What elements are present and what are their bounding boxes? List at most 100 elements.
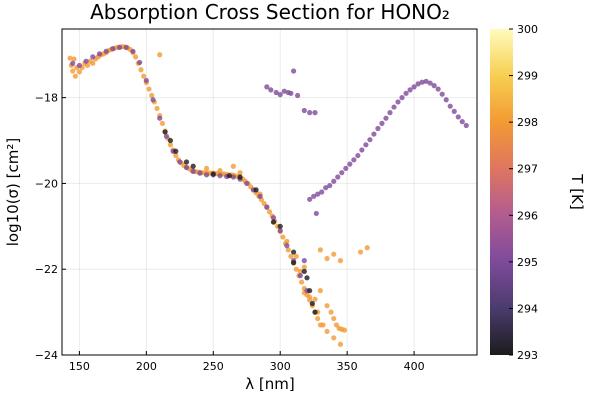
data-point: [76, 69, 83, 75]
plot-frame: [61, 28, 478, 356]
data-point: [331, 315, 337, 322]
data-point: [173, 152, 179, 159]
colorbar-tick-label: 294: [517, 302, 538, 315]
data-point: [230, 163, 236, 169]
data-point: [284, 238, 290, 244]
data-point: [72, 73, 78, 79]
data-point: [284, 243, 290, 249]
colorbar-tick-label: 299: [517, 70, 538, 83]
data-point: [459, 119, 465, 125]
data-point: [331, 178, 337, 184]
data-point: [304, 275, 310, 281]
colorbar-tick-label: 295: [517, 256, 538, 269]
data-point: [141, 73, 147, 79]
x-tick-label: 300: [270, 360, 291, 373]
data-point: [288, 253, 294, 259]
data-point: [266, 209, 273, 215]
data-point: [364, 245, 370, 251]
data-point: [337, 258, 344, 264]
data-point: [328, 309, 334, 315]
data-point: [177, 159, 183, 165]
data-point: [203, 165, 210, 172]
data-point: [399, 95, 405, 101]
data-point: [347, 161, 353, 167]
data-point: [331, 251, 337, 257]
data-point: [285, 247, 291, 253]
colorbar-tick-label: 300: [517, 23, 538, 36]
x-axis: 150 200 250 300 350 400: [69, 351, 425, 373]
data-point: [375, 125, 381, 132]
data-point: [253, 187, 259, 193]
data-point: [407, 87, 413, 93]
data-point: [311, 193, 317, 199]
data-point: [335, 174, 341, 180]
data-point: [307, 288, 313, 294]
data-point: [301, 107, 307, 114]
data-point: [280, 234, 286, 240]
data-point: [383, 115, 389, 121]
x-tick-label: 200: [136, 360, 157, 373]
data-point: [217, 167, 223, 174]
data-point: [315, 191, 321, 197]
data-point: [299, 279, 305, 285]
data-point: [290, 260, 297, 266]
data-point: [146, 86, 152, 92]
data-point: [70, 60, 76, 66]
x-tick-label: 400: [404, 360, 425, 373]
colorbar-tick-label: 298: [517, 116, 538, 129]
data-point: [277, 223, 283, 229]
data-point: [451, 108, 457, 114]
data-point: [439, 91, 445, 97]
data-point: [301, 258, 307, 264]
data-point: [339, 170, 345, 176]
data-point: [257, 193, 263, 199]
data-point: [264, 84, 270, 90]
data-point: [230, 174, 236, 180]
y-tick-label: −24: [35, 349, 58, 362]
data-point: [315, 315, 321, 322]
data-point: [190, 163, 196, 169]
data-point: [244, 180, 250, 187]
x-axis-label: λ [nm]: [245, 375, 294, 393]
data-point: [309, 300, 315, 307]
data-point: [203, 172, 210, 178]
colorbar-tick-label: 297: [517, 163, 538, 176]
y-tick-label: −20: [35, 177, 58, 190]
data-point: [76, 62, 83, 69]
data-point: [395, 99, 401, 105]
data-point: [154, 105, 160, 111]
data-point: [217, 173, 223, 179]
data-point: [423, 78, 429, 84]
data-point: [455, 114, 461, 120]
data-point: [90, 60, 96, 66]
data-point: [331, 335, 337, 341]
data-point: [443, 97, 449, 103]
colorbar-tick-label: 296: [517, 209, 538, 222]
colorbar: [490, 29, 513, 355]
data-point: [290, 68, 297, 74]
data-point: [67, 55, 73, 61]
data-point: [391, 104, 397, 110]
data-point: [264, 204, 270, 210]
data-point: [133, 54, 139, 60]
data-point: [270, 219, 277, 225]
data-point: [427, 80, 433, 86]
data-point: [297, 273, 303, 279]
data-point: [90, 54, 96, 60]
data-point: [312, 309, 318, 315]
data-point: [341, 327, 348, 333]
data-point: [435, 86, 441, 92]
data-point: [163, 133, 170, 139]
data-point: [327, 182, 333, 189]
data-point: [415, 81, 421, 87]
data-point: [293, 253, 299, 259]
data-point: [116, 44, 123, 51]
data-point: [270, 215, 277, 221]
data-point: [301, 264, 307, 270]
colorbar-ticks: 293 294 295 296 297 298 299 300: [509, 23, 538, 362]
data-point: [277, 92, 283, 98]
y-axis-label: log10(σ) [cm²]: [4, 138, 22, 247]
chart-title: Absorption Cross Section for HONO₂: [90, 0, 450, 24]
data-point: [83, 58, 89, 64]
grid: [62, 29, 477, 356]
